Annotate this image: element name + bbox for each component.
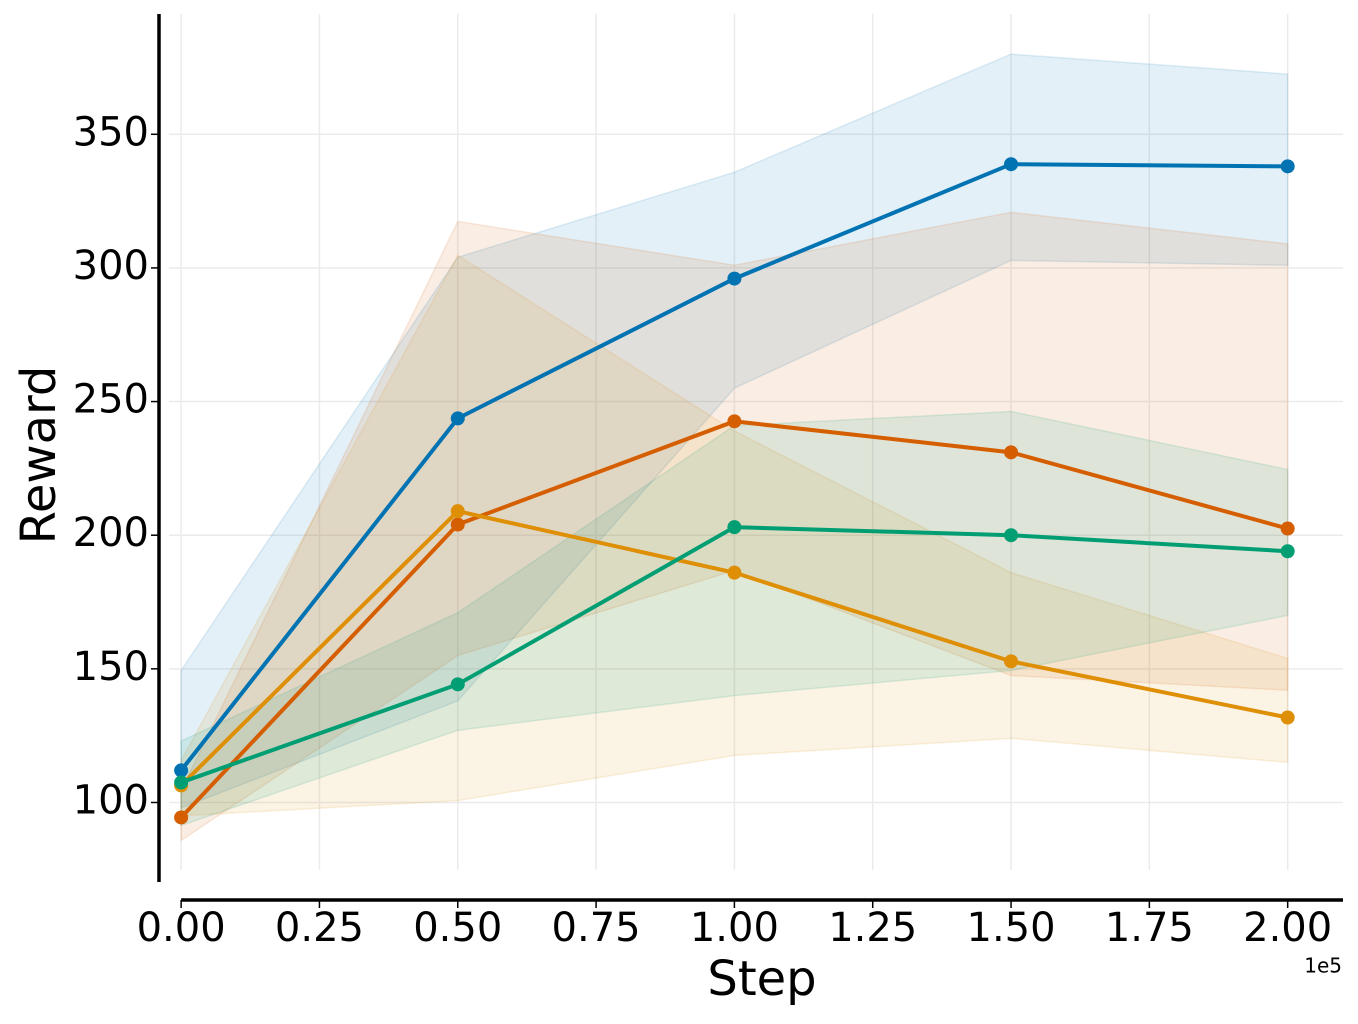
y-tick-label: 100 bbox=[73, 777, 149, 823]
point bbox=[727, 414, 742, 429]
point bbox=[1280, 544, 1295, 559]
band bbox=[180, 53, 1289, 809]
point bbox=[1004, 528, 1019, 543]
x-tick-label: 0.25 bbox=[275, 905, 364, 951]
y-tick-label: 300 bbox=[73, 243, 149, 289]
x-axis-label: Step bbox=[707, 951, 816, 1007]
point bbox=[1280, 710, 1295, 725]
point bbox=[174, 775, 189, 790]
band bbox=[180, 254, 1289, 817]
x-tick-label: 0.50 bbox=[413, 905, 502, 951]
point bbox=[1004, 654, 1019, 669]
y-tick-label: 150 bbox=[73, 644, 149, 690]
x-tick-label: 1.25 bbox=[828, 905, 917, 951]
band bbox=[180, 410, 1289, 827]
x-tick-label: 1.00 bbox=[690, 905, 779, 951]
x-tick-label: 1.50 bbox=[967, 905, 1056, 951]
point bbox=[727, 271, 742, 286]
point bbox=[1280, 159, 1295, 174]
x-tick-label: 0.75 bbox=[552, 905, 641, 951]
y-axis-label: Reward bbox=[11, 366, 67, 545]
y-tick-label: 200 bbox=[73, 510, 149, 556]
point bbox=[1004, 157, 1019, 172]
point bbox=[450, 677, 465, 692]
x-tick-label: 2.00 bbox=[1243, 905, 1332, 951]
point bbox=[174, 810, 189, 825]
point bbox=[174, 763, 189, 778]
x-tick-label: 0.00 bbox=[137, 905, 226, 951]
x-offset-label: 1e5 bbox=[1304, 954, 1342, 978]
point bbox=[1004, 445, 1019, 460]
point bbox=[727, 565, 742, 580]
point bbox=[727, 520, 742, 535]
y-tick-label: 350 bbox=[73, 109, 149, 155]
point bbox=[1280, 521, 1295, 536]
point bbox=[450, 411, 465, 426]
point bbox=[450, 504, 465, 519]
x-tick-label: 1.75 bbox=[1105, 905, 1194, 951]
point bbox=[450, 517, 465, 532]
y-tick-label: 250 bbox=[73, 377, 149, 423]
